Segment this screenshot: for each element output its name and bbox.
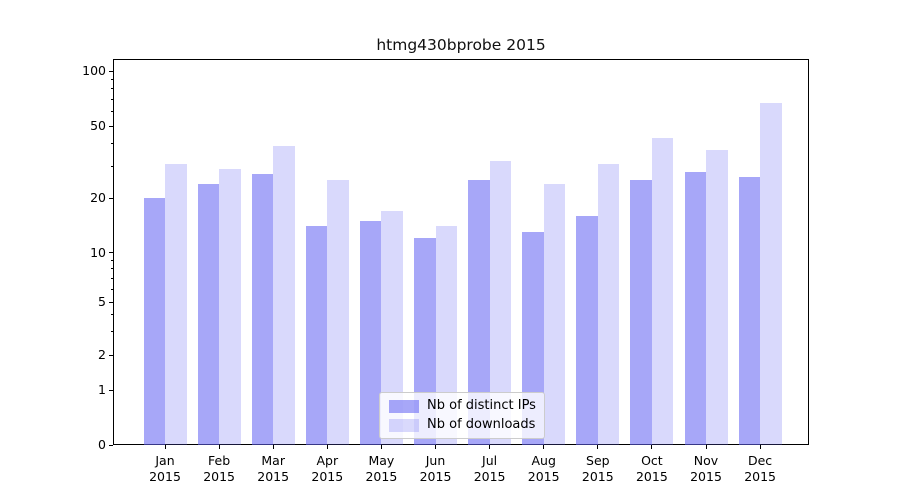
bar-downloads-jan-2015 (165, 163, 187, 445)
bar-distinct-ips-dec-2015 (738, 177, 761, 445)
x-tick-label-dec-2015: Dec 2015 (744, 453, 776, 484)
bar-downloads-jun-2015 (435, 226, 457, 445)
y-tick-50 (109, 125, 113, 127)
legend-label-distinct-ips: Nb of distinct IPs (427, 398, 536, 413)
x-tick-feb-2015 (218, 445, 220, 449)
bar-distinct-ips-jul-2015 (468, 180, 490, 445)
y-minortick-70 (110, 98, 113, 100)
bar-distinct-ips-apr-2015 (305, 226, 328, 445)
y-tick-label-1: 1 (98, 382, 106, 397)
x-tick-label-oct-2015: Oct 2015 (635, 453, 668, 484)
bar-distinct-ips-aug-2015 (522, 231, 544, 445)
y-tick-10 (109, 252, 113, 254)
y-tick-label-2: 2 (98, 347, 106, 362)
x-tick-label-nov-2015: Nov 2015 (690, 453, 722, 484)
y-tick-0 (109, 444, 113, 446)
x-tick-apr-2015 (326, 445, 328, 449)
y-tick-label-50: 50 (90, 118, 106, 133)
y-minortick-30 (110, 165, 113, 167)
bar-downloads-apr-2015 (327, 180, 349, 445)
x-tick-mar-2015 (272, 445, 274, 449)
bar-distinct-ips-may-2015 (359, 220, 382, 445)
y-minortick-80 (110, 88, 113, 90)
bar-distinct-ips-feb-2015 (197, 183, 220, 445)
bar-downloads-sep-2015 (597, 163, 620, 445)
x-tick-label-jun-2015: Jun 2015 (419, 453, 452, 484)
x-tick-nov-2015 (705, 445, 707, 449)
bar-downloads-oct-2015 (651, 137, 674, 445)
bar-distinct-ips-oct-2015 (630, 180, 652, 445)
y-tick-label-100: 100 (82, 63, 106, 78)
y-tick-label-5: 5 (98, 294, 106, 309)
x-tick-aug-2015 (543, 445, 545, 449)
y-minortick-6 (110, 288, 113, 290)
y-minortick-7 (110, 277, 113, 279)
y-tick-20 (109, 197, 113, 199)
x-tick-sep-2015 (597, 445, 599, 449)
legend: Nb of distinct IPs Nb of downloads (379, 392, 545, 439)
x-tick-jan-2015 (164, 445, 166, 449)
x-tick-label-aug-2015: Aug 2015 (527, 453, 560, 484)
x-tick-jul-2015 (489, 445, 491, 449)
x-tick-label-mar-2015: Mar 2015 (257, 453, 290, 484)
chart-title: htmg430bprobe 2015 (376, 36, 546, 54)
y-tick-label-0: 0 (98, 437, 106, 452)
y-minortick-8 (110, 268, 113, 270)
x-tick-label-feb-2015: Feb 2015 (203, 453, 235, 484)
x-tick-label-may-2015: May 2015 (365, 453, 398, 484)
x-tick-label-sep-2015: Sep 2015 (581, 453, 614, 484)
bar-distinct-ips-sep-2015 (576, 215, 598, 445)
x-tick-dec-2015 (759, 445, 761, 449)
legend-swatch-downloads (389, 418, 419, 432)
x-tick-may-2015 (380, 445, 382, 449)
x-tick-label-jan-2015: Jan 2015 (149, 453, 181, 484)
y-tick-100 (109, 70, 113, 72)
y-tick-1 (109, 389, 113, 391)
y-minortick-90 (110, 78, 113, 80)
legend-label-downloads: Nb of downloads (427, 417, 536, 432)
y-tick-2 (109, 354, 113, 356)
y-tick-5 (109, 301, 113, 303)
y-minortick-9 (110, 259, 113, 261)
x-tick-jun-2015 (435, 445, 436, 449)
y-minortick-4 (110, 314, 113, 316)
bar-downloads-jul-2015 (489, 161, 512, 445)
bar-downloads-nov-2015 (706, 149, 728, 445)
bar-distinct-ips-mar-2015 (251, 174, 274, 445)
bar-downloads-aug-2015 (543, 183, 566, 445)
bar-distinct-ips-nov-2015 (684, 171, 706, 445)
x-tick-label-apr-2015: Apr 2015 (311, 453, 344, 484)
bar-downloads-dec-2015 (760, 102, 782, 445)
x-tick-oct-2015 (651, 445, 653, 449)
x-tick-label-jul-2015: Jul 2015 (473, 453, 506, 484)
legend-entry-distinct-ips: Nb of distinct IPs (389, 399, 536, 413)
bar-downloads-may-2015 (381, 210, 403, 445)
legend-entry-downloads: Nb of downloads (389, 418, 536, 432)
y-tick-label-10: 10 (90, 244, 106, 260)
y-minortick-3 (110, 331, 113, 333)
y-minortick-60 (110, 111, 113, 113)
legend-swatch-distinct-ips (389, 399, 419, 413)
bar-downloads-mar-2015 (273, 145, 295, 445)
y-minortick-40 (110, 143, 113, 145)
bar-distinct-ips-jan-2015 (143, 198, 165, 445)
y-tick-label-20: 20 (90, 190, 106, 205)
bar-downloads-feb-2015 (219, 168, 241, 445)
